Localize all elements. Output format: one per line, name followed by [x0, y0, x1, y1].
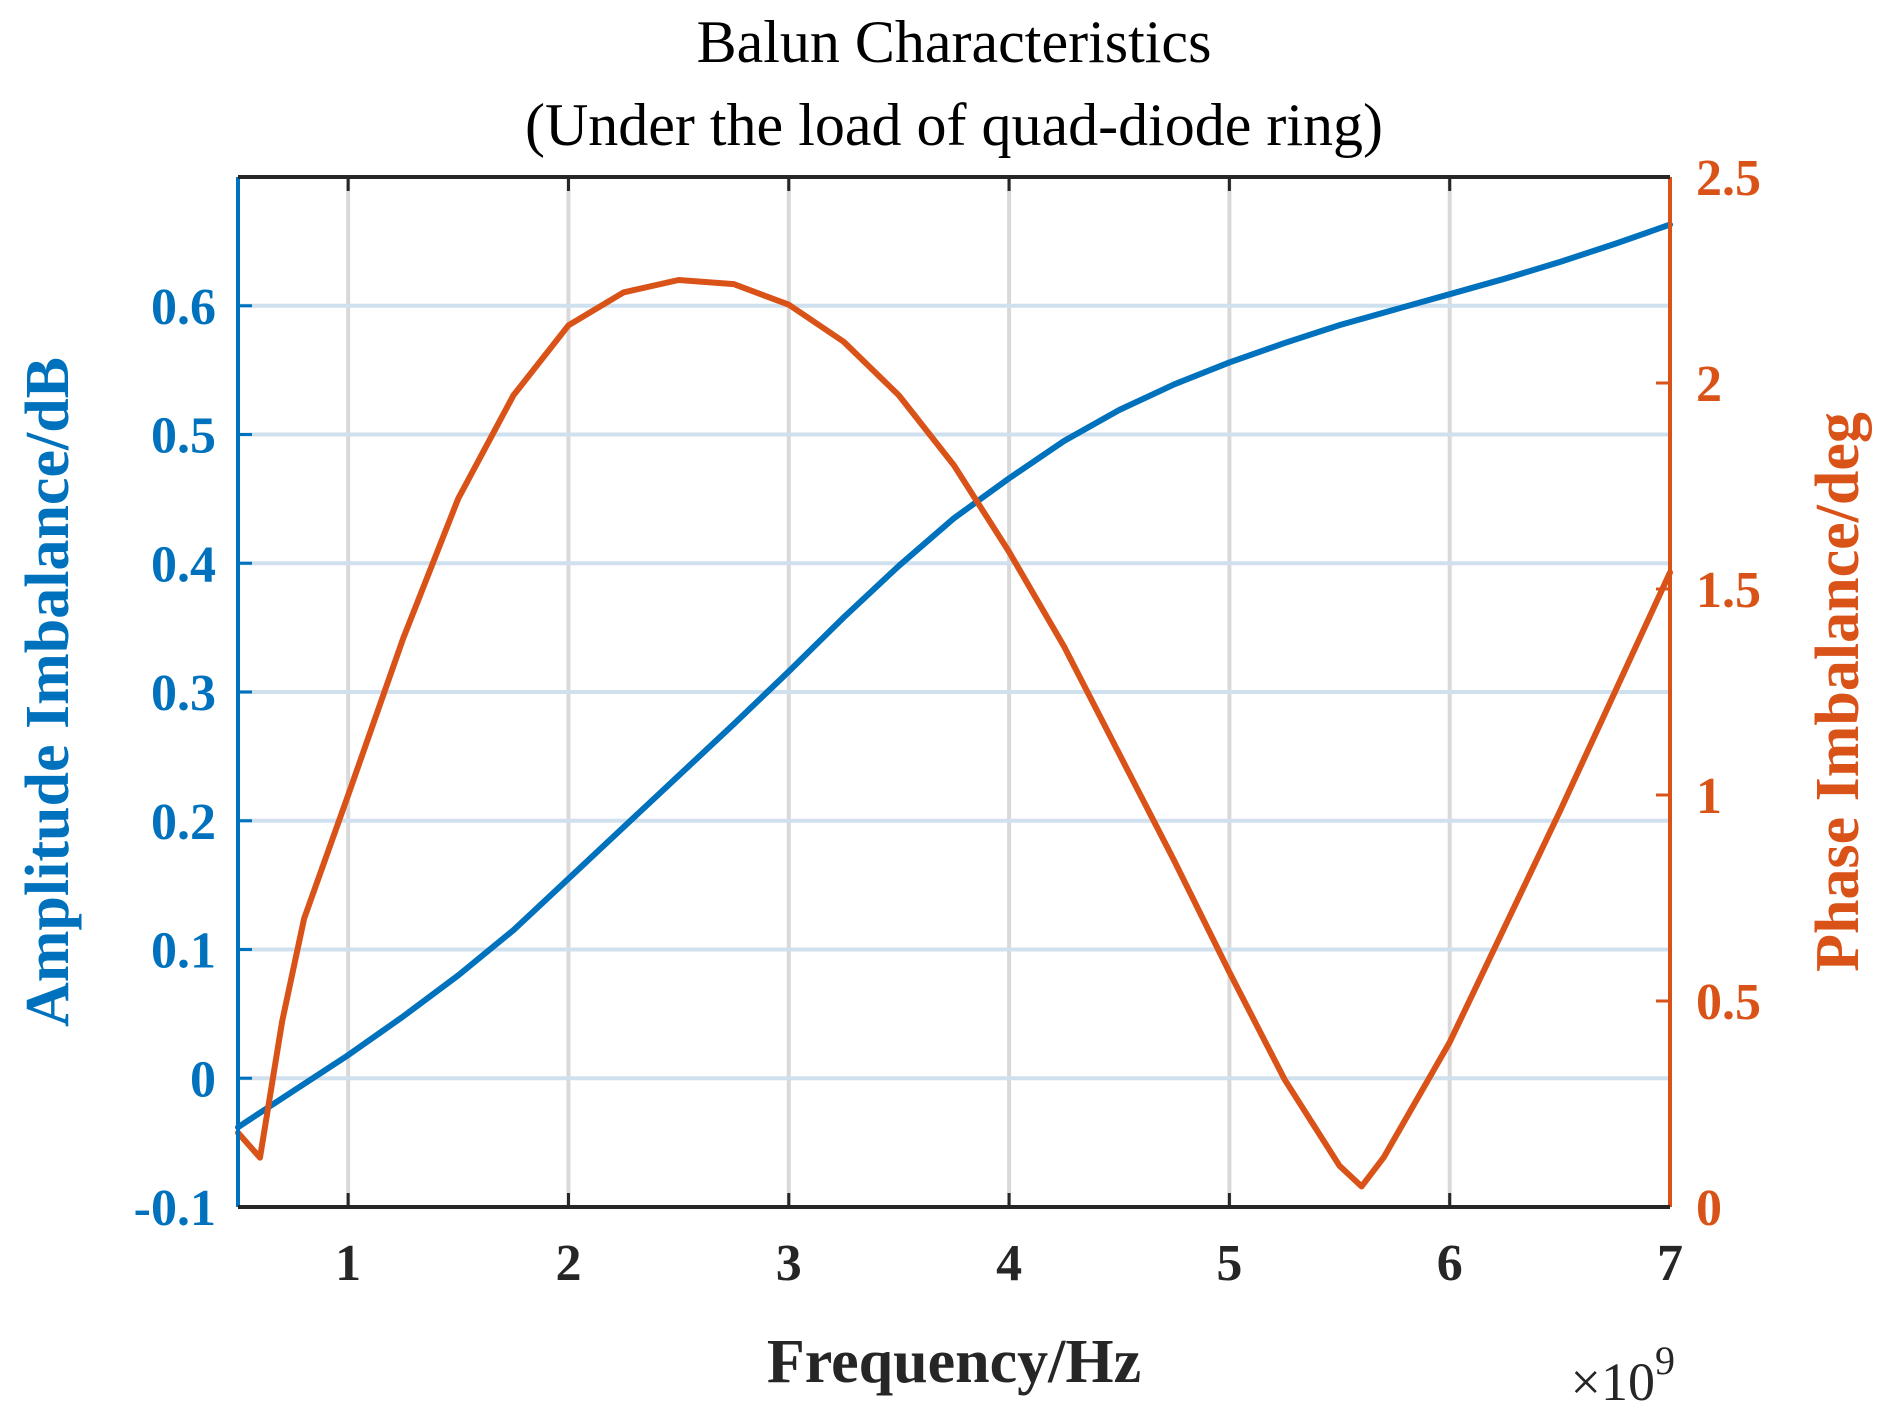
axes — [236, 175, 1672, 1209]
y-right-tick-label: 2 — [1696, 356, 1722, 413]
x-exponent-label: ×109 — [1571, 1338, 1675, 1412]
y-left-axis-label: Amplitude Imbalance/dB — [14, 357, 82, 1027]
x-exponent-base: ×10 — [1571, 1352, 1655, 1412]
phase-imbalance-line — [235, 277, 1673, 1190]
y-left-tick-label: -0.1 — [134, 1180, 216, 1237]
y-right-tick-label: 0.5 — [1696, 974, 1761, 1031]
series-lines — [235, 221, 1673, 1190]
chart-title: Balun Characteristics — [697, 9, 1212, 75]
y-left-tick-label: 0.3 — [151, 665, 216, 722]
x-tick-label: 1 — [335, 1235, 361, 1292]
y-left-tick-label: 0.4 — [151, 536, 216, 593]
y-right-tick-label: 1.5 — [1696, 562, 1761, 619]
x-exponent-power: 9 — [1655, 1338, 1675, 1383]
y-left-tick-label: 0 — [190, 1051, 216, 1108]
y-right-tick-label: 1 — [1696, 768, 1722, 825]
y-left-tick-label: 0.5 — [151, 408, 216, 465]
chart-subtitle: (Under the load of quad-diode ring) — [525, 92, 1383, 158]
tick-labels: 1 2 3 4 5 6 7 -0.1 0 0.1 0.2 0.3 0.4 0.5 0.6 0 0.5 1 1.5 2 2… — [134, 150, 1761, 1292]
y-right-tick-label: 0 — [1696, 1180, 1722, 1237]
y-left-tick-label: 0.2 — [151, 794, 216, 851]
x-tick-label: 7 — [1657, 1235, 1683, 1292]
y-left-tick-label: 0.1 — [151, 923, 216, 980]
x-tick-label: 6 — [1437, 1235, 1463, 1292]
y-left-tick-label: 0.6 — [151, 279, 216, 336]
y-right-tick-label: 2.5 — [1696, 150, 1761, 207]
x-axis-label: Frequency/Hz — [767, 1328, 1141, 1396]
x-tick-label: 2 — [555, 1235, 581, 1292]
y-right-axis-label: Phase Imbalance/deg — [1804, 412, 1872, 972]
amplitude-imbalance-line — [235, 221, 1673, 1131]
x-tick-label: 3 — [776, 1235, 802, 1292]
x-tick-label: 4 — [996, 1235, 1022, 1292]
x-tick-label: 5 — [1216, 1235, 1242, 1292]
